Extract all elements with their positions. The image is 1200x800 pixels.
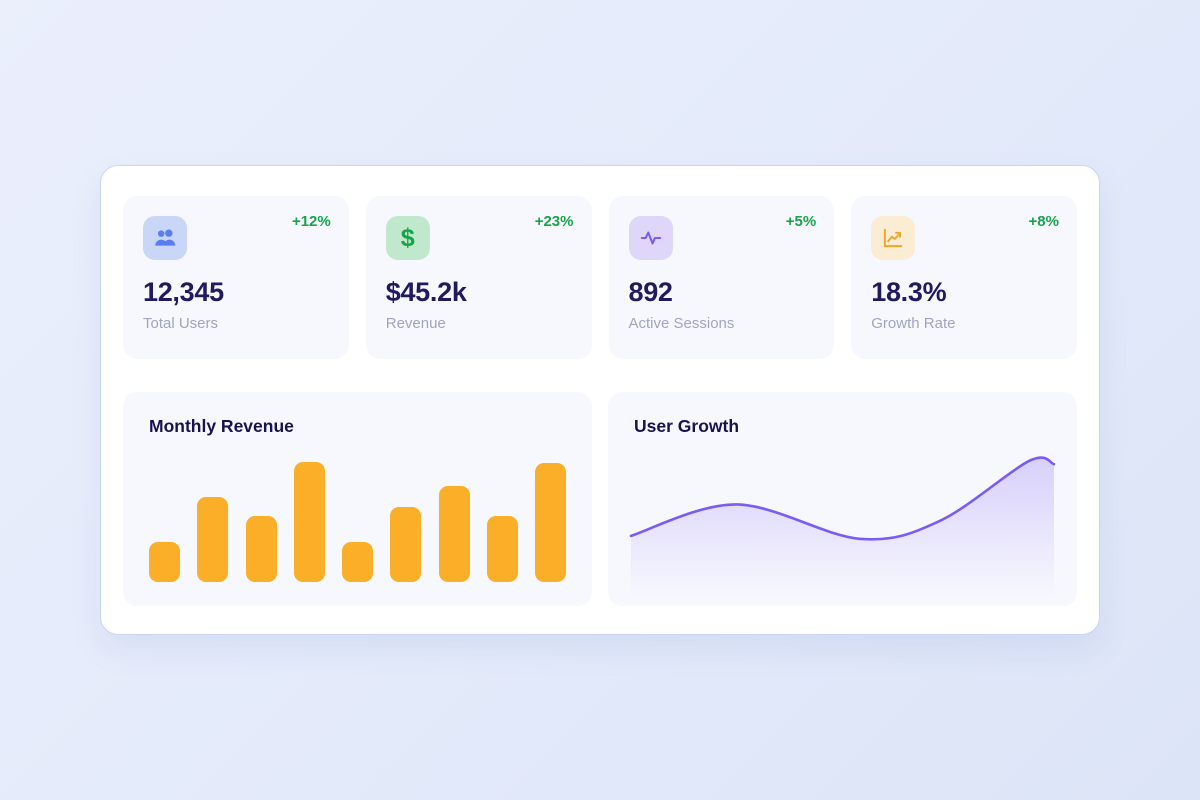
revenue-bar — [342, 542, 373, 582]
growth-line — [629, 456, 1056, 541]
trend-chart-icon — [871, 216, 916, 260]
revenue-bar — [486, 516, 518, 582]
chart-title: User Growth — [634, 416, 740, 436]
delta-badge: +12% — [291, 213, 331, 230]
delta-badge: +5% — [785, 213, 817, 230]
stat-value: 892 — [628, 277, 673, 307]
revenue-bar — [197, 497, 229, 582]
growth-area-chart — [629, 456, 1056, 606]
revenue-bar — [535, 463, 566, 582]
revenue-bar — [149, 542, 180, 582]
revenue-bar — [293, 462, 325, 582]
users-icon — [143, 216, 187, 260]
stat-value: 12,345 — [143, 277, 224, 307]
stat-card-active-sessions: +5% 892 Active Sessions — [608, 196, 835, 359]
stat-card-revenue: $ +23% $45.2k Revenue — [365, 196, 592, 359]
charts-row: Monthly Revenue User Growth — [123, 392, 1077, 606]
delta-badge: +8% — [1028, 213, 1059, 230]
activity-icon — [628, 216, 673, 260]
revenue-bar — [438, 486, 470, 582]
revenue-bar — [245, 516, 277, 582]
dashboard-panel: +12% 12,345 Total Users $ +23% $45.2k Re… — [100, 165, 1100, 635]
stats-row: +12% 12,345 Total Users $ +23% $45.2k Re… — [123, 196, 1077, 359]
dollar-icon: $ — [385, 216, 430, 260]
stat-label: Total Users — [143, 315, 219, 332]
dollar-glyph: $ — [400, 223, 415, 252]
stat-label: Revenue — [385, 315, 446, 332]
user-growth-chart-card: User Growth — [608, 392, 1077, 606]
stat-card-total-users: +12% 12,345 Total Users — [123, 196, 349, 359]
revenue-bar — [390, 507, 422, 582]
delta-badge: +23% — [534, 213, 574, 230]
chart-title: Monthly Revenue — [149, 416, 294, 436]
stat-label: Active Sessions — [628, 315, 735, 332]
stat-value: $45.2k — [385, 277, 467, 307]
stat-card-growth-rate: +8% 18.3% Growth Rate — [851, 196, 1077, 359]
monthly-revenue-chart-card: Monthly Revenue — [123, 392, 592, 606]
growth-fill-area — [631, 457, 1054, 606]
stat-value: 18.3% — [871, 277, 947, 307]
revenue-bars — [149, 461, 566, 582]
stat-label: Growth Rate — [871, 315, 956, 332]
